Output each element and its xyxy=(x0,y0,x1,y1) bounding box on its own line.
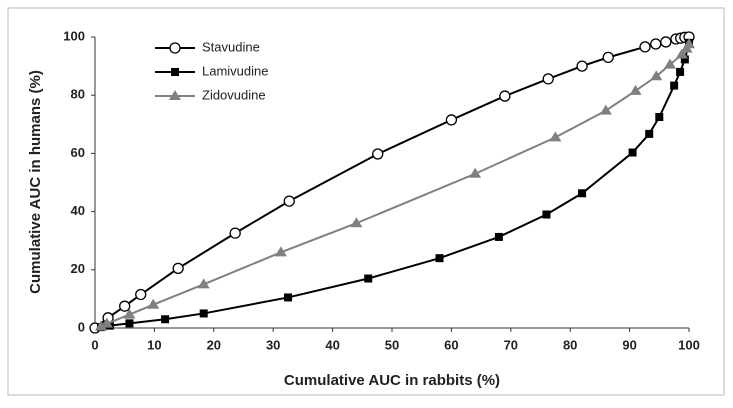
y-tick-label: 100 xyxy=(63,28,85,43)
data-point xyxy=(100,317,113,328)
data-point xyxy=(542,73,554,85)
x-tick-label: 20 xyxy=(207,337,221,352)
data-point xyxy=(680,55,689,64)
x-tick-label: 50 xyxy=(385,337,399,352)
x-tick-label: 30 xyxy=(266,337,280,352)
x-tick-label: 60 xyxy=(444,337,458,352)
data-point xyxy=(670,81,679,90)
y-tick-label: 80 xyxy=(71,87,85,102)
data-point xyxy=(542,210,551,219)
legend-label: Lamivudine xyxy=(202,63,269,78)
data-point xyxy=(663,58,676,69)
data-point xyxy=(135,288,147,301)
data-point xyxy=(629,84,642,95)
data-point xyxy=(364,274,373,283)
data-point xyxy=(676,67,685,76)
data-point xyxy=(119,300,131,312)
data-point xyxy=(683,38,695,49)
data-point xyxy=(197,278,210,289)
data-point xyxy=(549,131,562,142)
legend-label: Zidovudine xyxy=(202,87,266,102)
data-point xyxy=(650,70,663,81)
x-tick-label: 100 xyxy=(678,337,700,352)
data-point xyxy=(435,254,444,263)
data-point xyxy=(628,148,637,157)
data-point xyxy=(94,320,107,331)
data-point xyxy=(499,90,511,102)
y-tick-label: 0 xyxy=(78,319,85,334)
x-axis-label: Cumulative AUC in rabbits (%) xyxy=(284,372,500,389)
data-point xyxy=(372,148,384,160)
data-point xyxy=(602,51,614,64)
x-tick-label: 40 xyxy=(325,337,339,352)
data-point xyxy=(274,246,287,257)
y-tick-label: 40 xyxy=(71,203,85,218)
data-point xyxy=(125,319,134,328)
x-tick-label: 0 xyxy=(91,337,98,352)
x-tick-label: 80 xyxy=(563,337,577,352)
series-line xyxy=(100,43,690,328)
data-point xyxy=(655,113,664,122)
x-tick-label: 70 xyxy=(504,337,518,352)
legend-marker xyxy=(171,68,179,76)
data-point xyxy=(284,293,293,302)
data-point xyxy=(469,167,482,178)
y-tick-label: 60 xyxy=(71,145,85,160)
data-point xyxy=(161,315,170,324)
x-tick-label: 10 xyxy=(147,337,161,352)
legend-marker xyxy=(169,90,181,100)
y-tick-label: 20 xyxy=(71,261,85,276)
data-point xyxy=(494,232,503,241)
data-point xyxy=(660,36,672,48)
data-point xyxy=(650,38,662,50)
data-point xyxy=(123,308,136,319)
data-point xyxy=(172,262,184,274)
data-point xyxy=(576,60,588,72)
data-point xyxy=(645,129,654,138)
legend-marker xyxy=(169,42,181,54)
data-point xyxy=(599,104,612,115)
frame xyxy=(7,7,725,396)
data-point xyxy=(229,227,241,239)
data-point xyxy=(350,217,363,228)
data-point xyxy=(639,41,651,53)
y-axis-label: Cumulative AUC in humans (%) xyxy=(27,70,44,294)
x-tick-label: 90 xyxy=(622,337,636,352)
data-point xyxy=(578,189,587,198)
data-point xyxy=(199,309,208,318)
legend-label: Stavudine xyxy=(202,39,260,54)
data-point xyxy=(445,114,458,126)
data-point xyxy=(283,195,295,207)
data-point xyxy=(675,48,688,59)
data-point xyxy=(147,298,160,309)
